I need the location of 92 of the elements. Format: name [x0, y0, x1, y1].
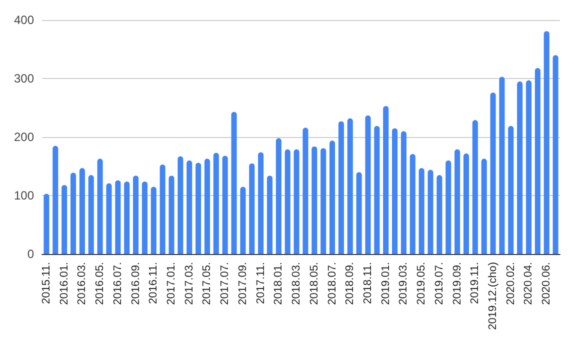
bar [52, 146, 58, 254]
bar [418, 168, 424, 254]
bar [150, 186, 156, 254]
bar [338, 121, 344, 254]
bar [142, 181, 148, 254]
bar [178, 156, 184, 254]
bar [88, 175, 94, 254]
x-tick-label: 2018.11. [362, 262, 374, 304]
x-tick-label: 2020.06. [540, 262, 553, 305]
bar [168, 176, 174, 254]
x-tick-label: 2019.07. [433, 262, 446, 305]
x-tick-label: 2018.01. [272, 262, 285, 305]
x-tick-label: 2017.11. [254, 262, 267, 304]
bar [115, 180, 121, 254]
bar [160, 164, 166, 254]
bar [481, 158, 487, 254]
bar [400, 131, 406, 254]
bar [410, 154, 416, 254]
bar [240, 186, 246, 254]
bar [517, 81, 523, 254]
bar [499, 76, 505, 254]
bar [302, 128, 308, 254]
y-tick-label: 0 [27, 247, 34, 261]
x-tick-label: 2018.05. [308, 262, 320, 305]
bar [356, 172, 362, 254]
x-tick-label: 2019.09. [451, 262, 464, 305]
bar [552, 55, 558, 254]
bar [186, 160, 192, 254]
x-tick-label: 2016.07. [112, 262, 124, 305]
x-tick-label: 2019.05. [416, 262, 428, 305]
bar [428, 170, 434, 254]
bar [383, 106, 389, 254]
bar [249, 163, 255, 254]
x-tick-label: 2018.09. [344, 262, 356, 305]
x-tick-label: 2018.07. [326, 262, 338, 305]
bar [97, 158, 103, 254]
x-tick-label: 2017.07. [219, 262, 232, 305]
bar [284, 149, 290, 254]
x-tick-label: 2018.03. [290, 262, 303, 305]
x-tick-label: 2020.04. [522, 262, 535, 305]
bar [222, 156, 228, 254]
bar [312, 146, 318, 254]
x-tick-label: 2017.01. [166, 262, 178, 305]
x-tick-label: 2016.01. [58, 262, 70, 305]
x-tick-label: 2015.11. [40, 262, 52, 304]
x-tick-label: 2017.05. [201, 262, 214, 305]
bar [79, 168, 85, 254]
x-tick-label: 2016.11. [148, 262, 160, 304]
bar [258, 152, 264, 254]
y-tick-label: 200 [14, 130, 34, 144]
bar [347, 118, 353, 254]
y-tick-label: 400 [14, 13, 34, 27]
bar [124, 181, 130, 254]
bar [436, 175, 442, 254]
y-tick-label: 300 [14, 72, 34, 86]
bar [392, 128, 398, 254]
x-tick-label: 2019.11. [469, 262, 482, 304]
bar [374, 126, 380, 254]
bar [276, 138, 282, 254]
x-tick-label: 2016.03. [76, 262, 88, 305]
bar [490, 92, 496, 254]
x-tick-label: 2020.02. [504, 262, 517, 305]
bar [44, 194, 50, 254]
bar [231, 112, 237, 254]
x-tick-label: 2016.09. [130, 262, 142, 305]
bar [213, 152, 219, 254]
bar [266, 176, 273, 254]
x-tick-label: 2016.05. [94, 262, 106, 305]
bar [133, 176, 139, 254]
bar [204, 158, 210, 254]
bar [70, 172, 76, 254]
bar [196, 162, 202, 254]
bar [463, 153, 469, 254]
bar [62, 184, 68, 254]
bar [526, 80, 532, 254]
bar [446, 160, 452, 254]
x-tick-label: 2019.12.(cho) [487, 262, 500, 330]
bar [454, 149, 460, 254]
x-tick-label: 2017.03. [183, 262, 196, 305]
bar [329, 140, 336, 254]
bar [320, 148, 326, 254]
bar [544, 31, 550, 254]
bar [106, 183, 112, 254]
x-tick-label: 2017.09. [236, 262, 249, 305]
x-tick-label: 2019.03. [398, 262, 410, 305]
bar [534, 68, 540, 254]
y-tick-label: 100 [14, 188, 34, 202]
bar [365, 115, 371, 254]
x-tick-label: 2019.01. [380, 262, 392, 305]
bar [508, 126, 514, 254]
bar [472, 120, 478, 254]
bar [294, 149, 300, 254]
